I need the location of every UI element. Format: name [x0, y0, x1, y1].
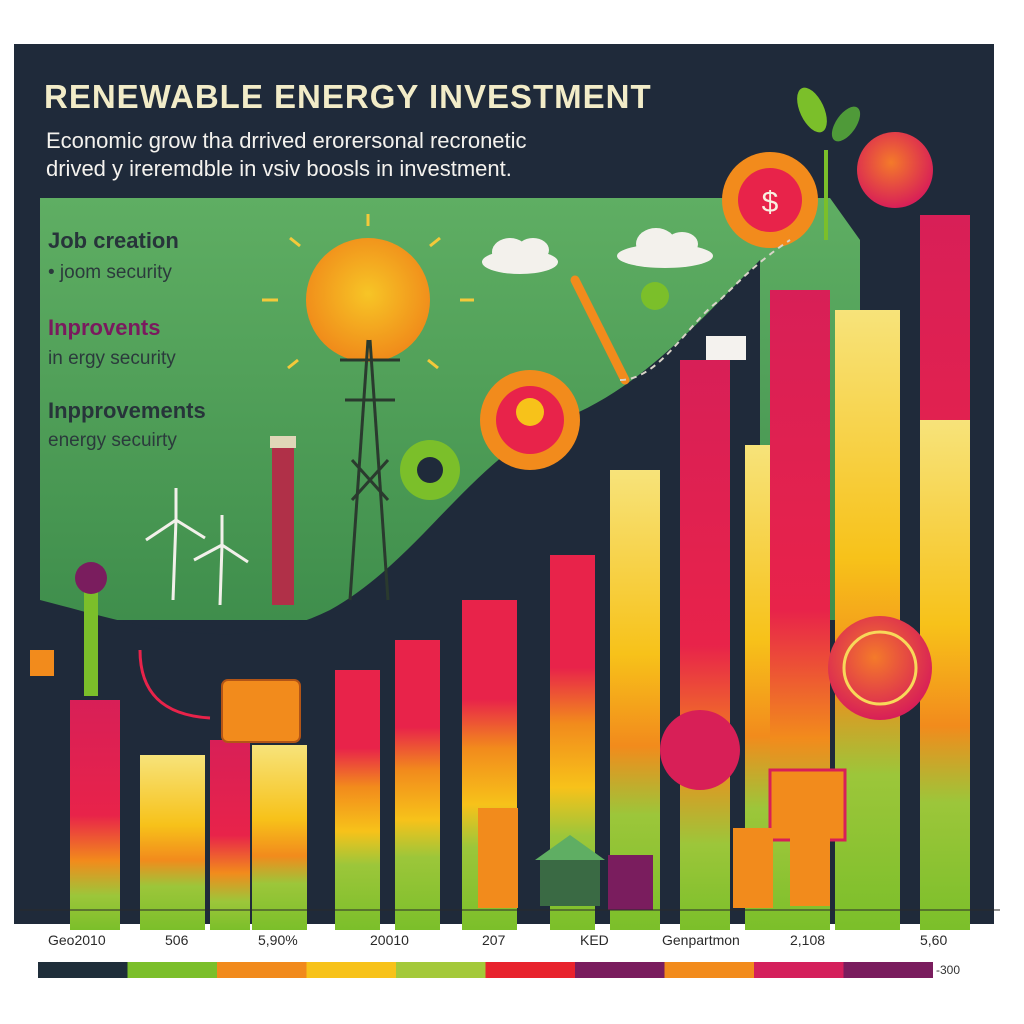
crane-icon — [570, 275, 630, 385]
sun-icon — [262, 214, 474, 370]
subtitle-line-1: Economic grow tha drrived erorersonal re… — [46, 128, 527, 153]
house-orb-icon — [857, 132, 933, 208]
bar — [70, 700, 120, 930]
scale-segment — [396, 962, 486, 978]
side-heading-job-creation: Job creation — [48, 228, 179, 253]
gear-icon — [400, 440, 460, 500]
bar — [395, 640, 440, 930]
cloud-icon — [617, 228, 713, 268]
axis-label: Genpartmon — [662, 932, 740, 948]
scale-segment — [306, 962, 397, 978]
scale-segment — [575, 962, 665, 978]
axis-label: 5,90% — [258, 932, 298, 948]
cloud-icon — [482, 238, 558, 274]
svg-text:$: $ — [762, 186, 779, 219]
chart-card-icon — [768, 768, 847, 842]
axis-label: 5,60 — [920, 932, 948, 948]
bar — [610, 470, 660, 930]
gear-dollar-icon: $ — [722, 152, 818, 248]
house-icon — [535, 835, 605, 906]
droplet-orb-icon — [660, 710, 740, 790]
gear-icon — [75, 562, 107, 594]
side-heading-improvements-2: Inpprovements — [48, 398, 206, 423]
lock-icon — [30, 650, 54, 676]
axis-label: 506 — [165, 932, 189, 948]
scale-segment — [754, 962, 844, 978]
bar — [252, 745, 307, 930]
scale-segment — [485, 962, 576, 978]
axis-label: 20010 — [370, 932, 409, 948]
axis-label: Geo2010 — [48, 932, 106, 948]
side-subtext: in ergy security — [48, 348, 176, 369]
coin-stack-icon — [478, 808, 830, 910]
scale-segment — [127, 962, 218, 978]
side-subtext: • joom security — [48, 262, 172, 283]
side-subtext: energy secuirty — [48, 430, 177, 451]
bar — [210, 740, 250, 930]
badge-icon — [641, 282, 669, 310]
scale-segment — [217, 962, 307, 978]
pole-icon — [84, 588, 98, 696]
scale-segment — [843, 962, 933, 978]
subtitle-line-2: drived y ireremdble in vsiv boosls in in… — [46, 156, 512, 181]
plant-icon — [797, 87, 861, 240]
color-scale-bar — [38, 962, 933, 978]
scale-end-label: -300 — [936, 963, 961, 977]
axis-label: 2,108 — [790, 932, 826, 948]
transmission-tower-icon — [340, 339, 400, 601]
axis-label: KED — [580, 932, 609, 948]
bar — [680, 360, 730, 930]
solar-panel-icon — [706, 336, 746, 360]
wind-turbine-icon — [145, 488, 249, 606]
bar — [335, 670, 380, 930]
gear-icon — [480, 370, 580, 470]
growth-arrow — [619, 239, 791, 381]
axis-label: 207 — [482, 932, 506, 948]
page-title: RENEWABLE ENERGY INVESTMENT — [44, 78, 652, 115]
scale-segment — [664, 962, 755, 978]
scale-segment — [38, 962, 128, 978]
arrow-icon — [138, 649, 211, 720]
chimney-icon — [272, 445, 294, 605]
briefcase-icon — [221, 679, 301, 743]
side-heading-improvements: Inprovents — [48, 315, 161, 340]
bar — [140, 755, 205, 930]
